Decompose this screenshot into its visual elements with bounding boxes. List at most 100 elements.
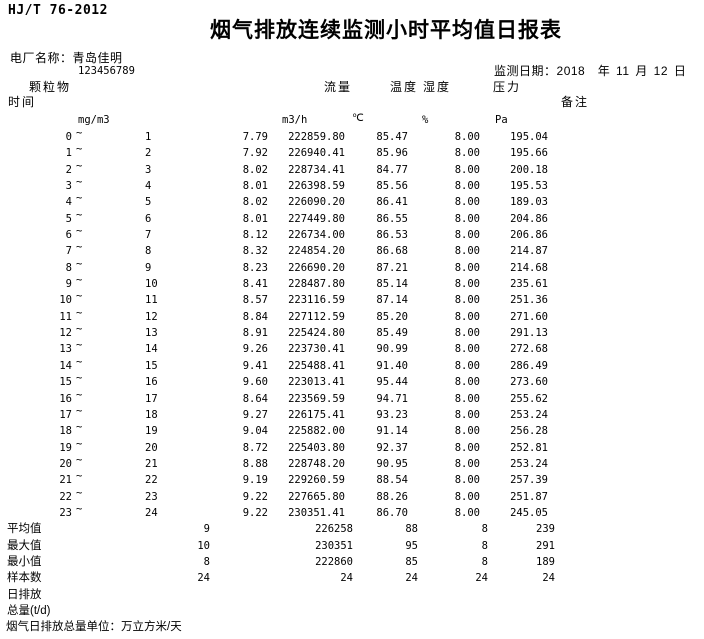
cell-temperature: 95.44 <box>376 376 408 389</box>
tilde-mark: ~ <box>76 470 83 483</box>
cell-temperature: 90.99 <box>376 343 408 356</box>
cell-humidity: 8.00 <box>454 212 480 225</box>
unit-pressure: Pa <box>495 114 508 126</box>
cell-humidity: 8.00 <box>454 294 480 307</box>
footer-note: 烟气日排放总量单位：万立方米/天 <box>6 621 182 633</box>
cell-dust: 8.72 <box>242 441 268 454</box>
cell-flow: 226940.41 <box>288 147 345 160</box>
cell-humidity: 8.00 <box>454 131 480 143</box>
cell-hour-start: 0 <box>65 131 72 143</box>
cell-hour-start: 11 <box>59 310 72 323</box>
tilde-mark: ~ <box>76 192 83 205</box>
cell-flow: 223730.41 <box>288 343 345 356</box>
cell-temperature: 91.40 <box>376 359 408 372</box>
data-row: 22 ~23 9.22 227665.80 88.26 8.00 251.87 <box>0 487 704 505</box>
cell-hour-end: 12 <box>145 310 158 323</box>
plant-name-line: 电厂名称：青岛佳明 <box>10 49 123 67</box>
cell-humidity: 8.00 <box>454 196 480 209</box>
data-row: 8 ~9 8.23 226690.20 87.21 8.00 214.68 <box>0 258 704 276</box>
cell-hour-start: 18 <box>59 425 72 438</box>
cell-hour-start: 22 <box>59 490 72 503</box>
cell-hour-end: 21 <box>145 457 158 470</box>
cell-dust: 9.26 <box>242 343 268 356</box>
cell-humidity: 8.00 <box>454 147 480 160</box>
data-row: 23 ~24 9.22 230351.41 86.70 8.00 245.05 <box>0 503 704 521</box>
data-row: 21 ~22 9.19 229260.59 88.54 8.00 257.39 <box>0 470 704 488</box>
cell-temperature: 90.95 <box>376 457 408 470</box>
data-row: 17 ~18 9.27 226175.41 93.23 8.00 253.24 <box>0 405 704 423</box>
summary-label: 总量(t/d) <box>7 604 51 617</box>
cell-hour-start: 13 <box>59 343 72 356</box>
monitor-date-line: 监测日期：2018 年 11 月 12 日 <box>494 62 686 80</box>
tilde-mark: ~ <box>76 208 83 221</box>
data-row: 1 ~2 7.92 226940.41 85.96 8.00 195.66 <box>0 143 704 161</box>
data-row: 7 ~8 8.32 224854.20 86.68 8.00 214.87 <box>0 241 704 259</box>
col-header-temperature: 温度 <box>390 80 419 94</box>
cell-humidity: 8.00 <box>454 490 480 503</box>
summary-cell-dust: 9 <box>203 523 210 536</box>
data-row: 3 ~4 8.01 226398.59 85.56 8.00 195.53 <box>0 176 704 194</box>
tilde-mark: ~ <box>76 143 83 156</box>
cell-pressure: 273.60 <box>510 376 548 389</box>
cell-humidity: 8.00 <box>454 245 480 258</box>
cell-flow: 225424.80 <box>288 327 345 340</box>
summary-row: 平均值 9 226258 88 8 239 <box>0 521 704 537</box>
summary-cell-pressure: 24 <box>542 572 555 585</box>
cell-humidity: 8.00 <box>454 441 480 454</box>
cell-temperature: 85.20 <box>376 310 408 323</box>
cell-hour-end: 5 <box>145 196 152 209</box>
tilde-mark: ~ <box>76 372 83 385</box>
summary-label: 日排放 <box>7 588 42 601</box>
data-row: 19 ~20 8.72 225403.80 92.37 8.00 252.81 <box>0 438 704 456</box>
tilde-mark: ~ <box>76 453 83 466</box>
tilde-mark: ~ <box>76 176 83 189</box>
unit-temperature: ℃ <box>352 112 364 124</box>
cell-hour-end: 9 <box>145 261 152 274</box>
cell-temperature: 87.21 <box>376 261 408 274</box>
report-title: 烟气排放连续监测小时平均值日报表 <box>210 19 562 42</box>
cell-flow: 226090.20 <box>288 196 345 209</box>
cell-temperature: 85.14 <box>376 278 408 291</box>
cell-hour-start: 20 <box>59 457 72 470</box>
cell-hour-start: 4 <box>65 196 72 209</box>
cell-flow: 225403.80 <box>288 441 345 454</box>
cell-pressure: 291.13 <box>510 327 548 340</box>
cell-pressure: 200.18 <box>510 163 548 176</box>
cell-temperature: 86.53 <box>376 229 408 242</box>
cell-dust: 9.22 <box>242 506 268 519</box>
cell-hour-end: 18 <box>145 408 158 421</box>
cell-humidity: 8.00 <box>454 163 480 176</box>
data-row: 5 ~6 8.01 227449.80 86.55 8.00 204.86 <box>0 209 704 227</box>
cell-temperature: 84.77 <box>376 163 408 176</box>
summary-cell-humidity: 8 <box>481 555 488 568</box>
cell-pressure: 214.68 <box>510 261 548 274</box>
cell-hour-end: 14 <box>145 343 158 356</box>
cell-hour-start: 5 <box>65 212 72 225</box>
cell-hour-end: 11 <box>145 294 158 307</box>
cell-dust: 8.64 <box>242 392 268 405</box>
cell-hour-start: 1 <box>65 147 72 160</box>
cell-humidity: 8.00 <box>454 506 480 519</box>
cell-hour-start: 8 <box>65 261 72 274</box>
cell-flow: 223116.59 <box>288 294 345 307</box>
cell-flow: 225882.00 <box>288 425 345 438</box>
cell-pressure: 195.53 <box>510 180 548 193</box>
cell-humidity: 8.00 <box>454 343 480 356</box>
tilde-mark: ~ <box>76 257 83 270</box>
cell-dust: 8.84 <box>242 310 268 323</box>
cell-flow: 224854.20 <box>288 245 345 258</box>
cell-hour-end: 17 <box>145 392 158 405</box>
cell-hour-end: 6 <box>145 212 152 225</box>
tilde-mark: ~ <box>76 290 83 303</box>
cell-hour-start: 10 <box>59 294 72 307</box>
tilde-mark: ~ <box>76 355 83 368</box>
cell-temperature: 85.96 <box>376 147 408 160</box>
cell-dust: 8.02 <box>242 163 268 176</box>
col-header-flow: 流量 <box>324 80 353 94</box>
summary-cell-pressure: 291 <box>536 539 555 552</box>
cell-hour-start: 2 <box>65 163 72 176</box>
tilde-mark: ~ <box>76 437 83 450</box>
cell-hour-start: 3 <box>65 180 72 193</box>
summary-row: 日排放 <box>0 587 704 603</box>
cell-humidity: 8.00 <box>454 474 480 487</box>
